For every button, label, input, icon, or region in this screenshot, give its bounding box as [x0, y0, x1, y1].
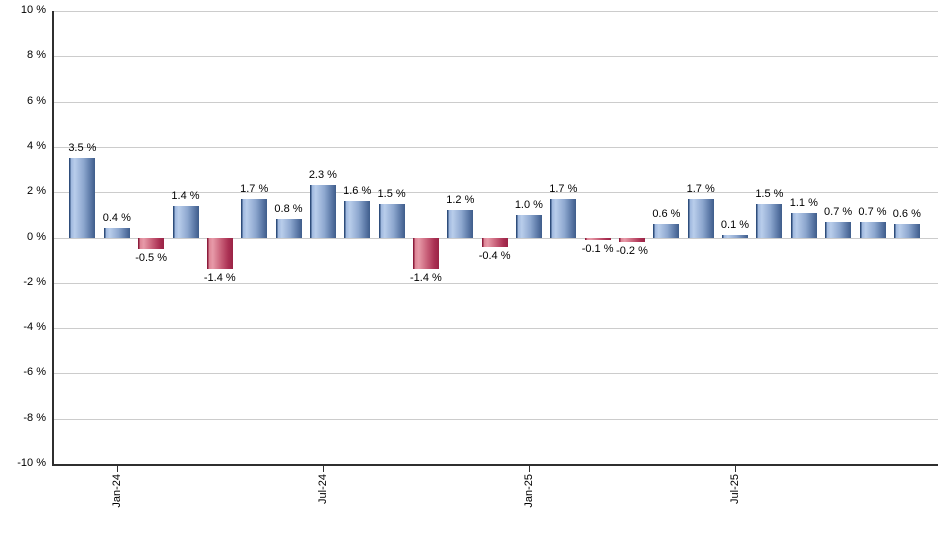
y-axis-tick-label: 0 % [27, 230, 46, 243]
gridline [52, 146, 938, 148]
bar-23 [859, 221, 886, 238]
bar-value-label: 0.7 % [858, 205, 887, 218]
gridline [52, 373, 938, 375]
bar-value-label: 1.5 % [377, 187, 406, 200]
y-axis-tick-label: -2 % [23, 275, 46, 288]
bar-11 [447, 210, 474, 238]
x-axis-tick-label: Jul-25 [729, 474, 741, 504]
gridline [52, 101, 938, 103]
bar-value-label: 0.8 % [274, 203, 303, 216]
bar-value-label: -0.5 % [135, 251, 167, 264]
x-axis-tick [116, 466, 118, 472]
bar-value-label: -0.1 % [581, 242, 614, 255]
bar-10 [412, 237, 439, 270]
gridline [52, 328, 938, 330]
bar-value-label: 0.6 % [892, 207, 921, 220]
bar-value-label: 0.7 % [824, 205, 853, 218]
bar-value-label: 1.6 % [343, 185, 372, 198]
bar-12 [481, 237, 508, 247]
x-axis-tick-label: Jan-25 [523, 474, 535, 508]
bar-value-label: 3.5 % [68, 142, 97, 155]
bar-value-label: 0.1 % [720, 219, 750, 232]
bar-16 [619, 237, 645, 242]
bar-value-label: 1.4 % [171, 189, 200, 202]
y-axis-tick-label: -8 % [23, 411, 46, 424]
x-axis-tick-label: Jul-24 [316, 474, 329, 504]
x-axis-tick-label: Jan-24 [110, 474, 123, 508]
gridline [52, 282, 938, 284]
bar-1 [103, 228, 130, 238]
bar-14 [550, 199, 577, 238]
bar-value-label: 1.1 % [789, 196, 818, 209]
bar-18 [687, 199, 714, 238]
bar-value-label: 1.7 % [686, 183, 715, 195]
y-axis-line [52, 11, 54, 466]
bar-value-label: -0.4 % [478, 249, 511, 262]
gridline [52, 192, 938, 194]
y-axis-tick-label: -6 % [23, 366, 46, 379]
bar-value-label: -1.4 % [203, 272, 236, 285]
bar-4 [206, 237, 233, 270]
x-axis-line [52, 464, 938, 466]
gridline [52, 418, 938, 420]
bar-7 [309, 185, 336, 238]
bar-17 [653, 223, 680, 238]
plot-area: 3.5 % 0.4 % -0.5 % 1.4 % -1.4 % 1.7 % 0.8 % 2.3… [52, 11, 938, 464]
bar-22 [825, 221, 852, 238]
bar-5 [241, 199, 268, 238]
bar-value-label: 1.2 % [446, 194, 475, 207]
gridline [52, 56, 938, 58]
y-axis-tick-label: 2 % [27, 185, 46, 198]
bar-6 [275, 219, 302, 238]
bar-24 [893, 223, 920, 238]
x-axis-tick [322, 466, 324, 472]
y-axis-tick-label: 8 % [27, 49, 46, 62]
bar-value-label: 1.0 % [514, 198, 543, 211]
bar-13 [515, 214, 542, 238]
bar-15 [584, 237, 611, 240]
gridline [52, 11, 938, 12]
bar-value-label: -1.4 % [409, 272, 442, 285]
bar-20 [756, 203, 783, 238]
y-axis-tick-label: 10 % [20, 4, 46, 16]
bar-value-label: 1.5 % [755, 187, 784, 200]
bar-0 [69, 158, 96, 238]
bar-2 [138, 237, 165, 249]
bar-19 [722, 235, 748, 238]
bar-value-label: 2.3 % [308, 169, 337, 182]
y-axis-tick-label: 4 % [27, 139, 46, 152]
y-axis-tick-label: -10 % [17, 457, 46, 469]
bar-value-label: 1.7 % [240, 183, 269, 195]
bar-value-label: -0.2 % [616, 245, 648, 257]
y-axis-tick-label: -4 % [23, 321, 46, 334]
x-axis-tick [735, 466, 736, 472]
bar-value-label: 0.6 % [652, 207, 681, 220]
x-axis-tick [529, 466, 530, 472]
y-axis-tick-label: 6 % [27, 94, 46, 107]
bar-value-label: 1.7 % [549, 183, 578, 195]
bar-21 [790, 212, 817, 238]
bar-value-label: 0.4 % [102, 212, 131, 225]
bar-8 [344, 201, 371, 238]
bar-9 [378, 203, 405, 238]
bar-3 [172, 205, 199, 238]
